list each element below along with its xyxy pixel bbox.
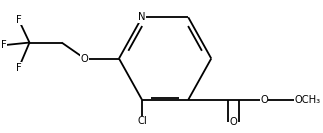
Text: OCH₃: OCH₃: [295, 95, 321, 105]
Text: F: F: [16, 63, 22, 73]
Text: Cl: Cl: [137, 116, 147, 126]
Text: F: F: [16, 15, 22, 25]
Text: O: O: [229, 117, 237, 127]
Text: N: N: [138, 12, 146, 22]
Text: F: F: [1, 40, 6, 50]
Text: O: O: [260, 95, 268, 105]
Text: O: O: [81, 53, 89, 64]
